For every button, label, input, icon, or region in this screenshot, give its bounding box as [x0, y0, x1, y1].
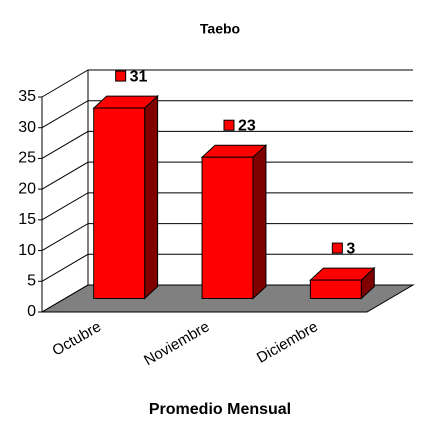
data-label: 31: [130, 68, 148, 85]
grid-line: [41, 253, 413, 282]
y-tick-label: 35: [18, 88, 36, 105]
y-tick-label: 20: [18, 180, 36, 197]
legend-key: [115, 70, 127, 82]
grid-line: [41, 100, 413, 129]
x-tick-label: Diciembre: [254, 318, 321, 366]
bar: [93, 107, 146, 299]
grid-line: [41, 161, 413, 190]
grid-line: [41, 130, 413, 159]
x-axis-label: Promedio Mensual: [149, 401, 291, 418]
x-tick-label: Octubre: [49, 318, 104, 359]
bar: [201, 156, 254, 299]
legend-key: [223, 119, 235, 131]
y-tick-label: 30: [18, 119, 36, 136]
y-tick-label: 10: [18, 242, 36, 259]
bar-side: [144, 94, 159, 300]
legend-key: [331, 242, 343, 254]
y-tick-label: 15: [18, 211, 36, 228]
data-label: 3: [346, 240, 355, 257]
y-tick-label: 0: [27, 303, 36, 320]
bar-side: [252, 144, 267, 300]
grid-line: [41, 192, 413, 221]
x-tick-label: Noviembre: [141, 318, 212, 369]
y-tick-label: 25: [18, 150, 36, 167]
y-tick-label: 5: [27, 273, 36, 290]
bar: [309, 279, 362, 300]
grid-line: [41, 223, 413, 252]
grid-line: [41, 284, 413, 313]
chart-title: Taebo: [200, 21, 240, 37]
data-label: 23: [238, 117, 256, 134]
grid-line: [41, 69, 413, 98]
